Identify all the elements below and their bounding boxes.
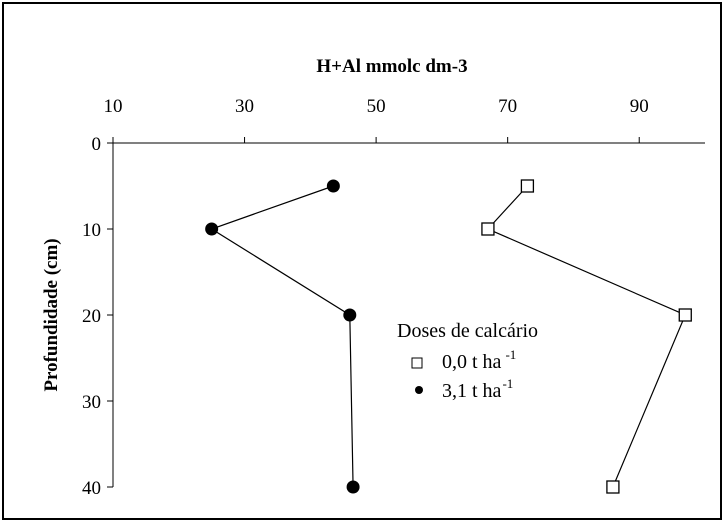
x-tick-label: 70	[498, 96, 517, 117]
x-tick-label: 10	[104, 96, 123, 117]
y-axis-title: Profundidade (cm)	[41, 238, 62, 391]
series-line-open-square	[486, 185, 687, 488]
legend-entry-1-sup: -1	[502, 376, 513, 391]
x-axis-title: H+Al mmolc dm-3	[316, 56, 467, 77]
legend-title: Doses de calcário	[397, 320, 538, 342]
legend-entry-1-text: 3,1 t ha	[442, 380, 502, 402]
legend-filled-circle-icon	[415, 386, 423, 394]
legend-entry-0-text: 0,0 t ha	[442, 351, 502, 373]
legend-entry-0-sup: -1	[505, 347, 516, 362]
x-tick-label: 30	[235, 96, 254, 117]
legend: Doses de calcário 0,0 t ha -1 3,1 t ha-1	[397, 320, 538, 402]
data-point-open-square	[678, 308, 692, 322]
series-markers-layer	[205, 179, 692, 494]
y-tick-label: 30	[82, 392, 101, 413]
x-tick-label: 90	[630, 96, 649, 117]
data-point-filled-circle	[346, 480, 360, 494]
data-point-open-square	[606, 480, 620, 494]
data-point-open-square	[520, 179, 535, 193]
y-tick-label: 20	[82, 306, 101, 327]
legend-entry-1: 3,1 t ha-1	[442, 376, 513, 402]
y-tick-label: 10	[82, 220, 101, 241]
legend-entry-0: 0,0 t ha -1	[442, 347, 516, 373]
series-line-filled-circle	[210, 185, 354, 488]
data-point-filled-circle	[326, 179, 340, 193]
data-point-open-square	[481, 222, 495, 236]
series-lines-layer	[210, 185, 687, 488]
data-point-filled-circle	[343, 308, 357, 322]
y-tick-label: 40	[82, 478, 101, 499]
x-tick-label: 50	[367, 96, 386, 117]
legend-open-square-icon	[411, 357, 423, 369]
data-point-filled-circle	[205, 222, 219, 236]
y-tick-label: 0	[92, 134, 102, 155]
